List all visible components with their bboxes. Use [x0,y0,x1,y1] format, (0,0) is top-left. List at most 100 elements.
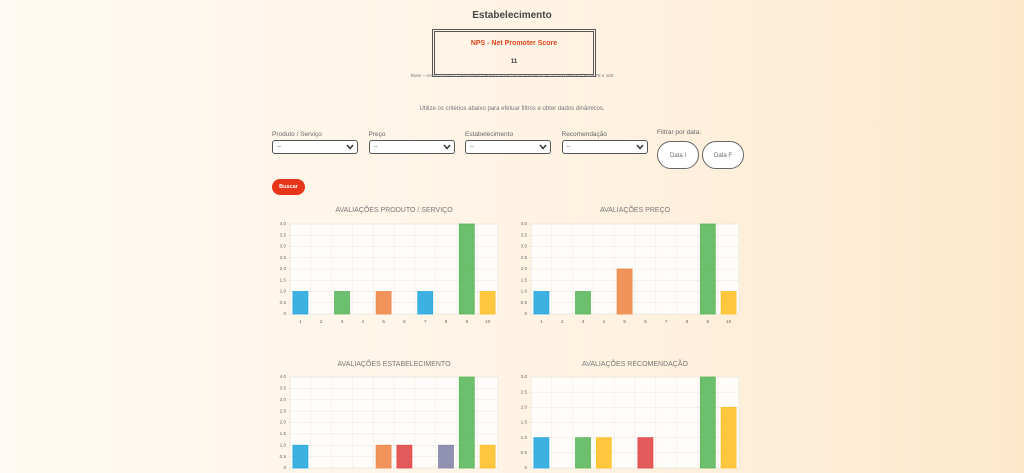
y-tick-label: 0.5 [280,454,287,459]
bar [720,291,737,315]
x-tick-label: 10 [726,319,732,324]
y-tick-label: 0.5 [521,300,528,305]
y-tick-label: 4.0 [280,374,287,379]
y-tick-label: 4.0 [280,221,287,226]
y-tick-label: 1.5 [521,420,528,425]
y-tick-label: 4.0 [521,221,528,226]
bar [334,291,350,315]
y-tick-label: 1.0 [280,442,287,447]
bar [479,444,496,469]
x-tick-label: 4 [603,319,606,324]
y-tick-label: 0.5 [280,300,287,305]
instructions: Utilize os critérios abaixo para efetuar… [419,106,605,112]
y-tick-label: 3.5 [521,232,528,237]
chart: AVALIAÇÕES RECOMENDAÇÃO 0 0.5 1.0 1.5 2.0 2.5 3… [521,359,740,470]
bar [396,444,413,469]
chevron [635,144,644,150]
nps-value: 11 [510,59,518,65]
x-tick-label: 10 [485,319,491,324]
nps-box: NPS - Net Promoter Score 11 [432,29,596,77]
bar [699,376,716,469]
y-tick-label: 1.5 [280,277,287,282]
date-filter-label: Filtrar por data: [657,129,702,136]
chevron [346,144,354,150]
y-tick-label: 2.5 [280,408,287,413]
x-tick-label: 2 [320,319,323,324]
chevron-path [442,144,451,150]
x-tick-label: 7 [665,319,668,324]
x-tick-label: 6 [403,319,406,324]
x-tick-label: 5 [623,319,626,324]
select[interactable]: -- [561,140,648,154]
filter-label: Preço [368,131,386,138]
y-tick-label: 0.5 [521,450,528,455]
nps-scale: Ruim – entre -100 e -1 / Razoável – entr… [410,73,614,78]
x-tick-label: 1 [299,319,302,324]
bar [533,291,550,315]
filter-label: Estabelecimento [465,131,514,138]
y-tick-label: 2.5 [521,389,528,394]
x-tick-label: 6 [644,319,647,324]
y-tick-label: 2.0 [280,266,287,271]
select[interactable]: -- [465,140,551,154]
y-tick-label: 1.0 [521,435,528,440]
bar [292,291,309,315]
y-tick-label: 1.0 [521,289,528,294]
bar [417,291,434,315]
bar [637,437,654,469]
bar [375,444,392,469]
date-button[interactable]: Data F [702,141,744,169]
bar [575,291,591,315]
bar [699,223,716,315]
y-tick-label: 0 [524,311,527,316]
chart: AVALIAÇÕES PRODUTO / SERVIÇO 0 0.5 1.0 1.5 2.… [280,205,499,324]
y-tick-label: 0 [283,311,286,316]
chart: AVALIAÇÕES PREÇO 0 0.5 1.0 1.5 2.0 2.5 3.0 3.5 4.… [521,205,740,324]
bar [575,437,591,469]
chevron [539,144,547,150]
bar [458,376,475,469]
y-tick-label: 2.5 [521,255,528,260]
select-value: -- [373,144,378,150]
nps-title: NPS - Net Promoter Score [470,40,558,47]
select[interactable]: -- [368,140,455,154]
x-tick-label: 2 [561,319,564,324]
chart-title: AVALIAÇÕES PRODUTO / SERVIÇO [335,205,453,214]
select-value: -- [277,144,281,150]
y-tick-label: 2.5 [280,255,287,260]
search-button[interactable]: Buscar [272,179,305,195]
y-tick-label: 1.5 [280,431,287,436]
chevron-path [635,144,644,150]
x-tick-label: 9 [466,319,469,324]
select-value: -- [566,144,571,150]
x-tick-label: 5 [382,319,385,324]
select-value: -- [470,144,474,150]
x-tick-label: 9 [707,319,710,324]
bar [616,268,633,315]
bar [375,291,392,315]
chart-title: AVALIAÇÕES PREÇO [600,205,671,214]
bar [458,223,475,315]
chart: AVALIAÇÕES ESTABELECIMENTO 0 0.5 1.0 1.5 2.0 2… [280,359,499,470]
y-tick-label: 2.0 [280,420,287,425]
x-tick-label: 8 [445,319,448,324]
x-tick-label: 7 [424,319,427,324]
page-title: Estabelecimento [472,10,552,21]
chart-title: AVALIAÇÕES ESTABELECIMENTO [337,359,451,368]
date-button[interactable]: Data I [657,141,699,169]
bar [720,406,737,469]
y-tick-label: 2.0 [521,266,528,271]
x-tick-label: 1 [540,319,543,324]
bar [292,444,309,469]
y-tick-label: 3.0 [521,374,528,379]
x-tick-label: 4 [362,319,365,324]
x-tick-label: 8 [686,319,689,324]
chevron-path [346,144,354,150]
bar [438,444,454,469]
bar [479,291,496,315]
y-tick-label: 1.0 [280,289,287,294]
filter-label: Recomendação [561,131,608,138]
bar [595,437,612,469]
select[interactable]: -- [272,140,358,154]
